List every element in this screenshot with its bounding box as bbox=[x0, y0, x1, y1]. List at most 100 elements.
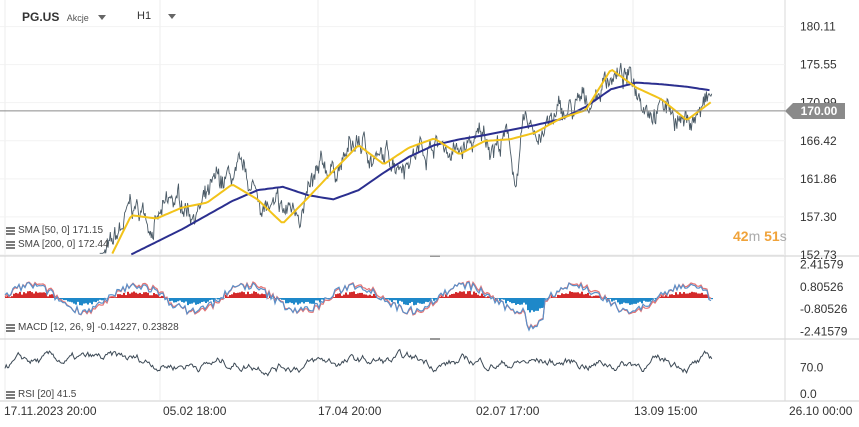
rsi-tick-label: 0.0 bbox=[800, 387, 817, 401]
macd-bar bbox=[61, 298, 63, 300]
macd-bar bbox=[623, 298, 625, 303]
rsi-line bbox=[4, 348, 713, 377]
macd-bar bbox=[33, 293, 35, 298]
macd-legend[interactable]: MACD [12, 26, 9] -0.14227, 0.23828 bbox=[6, 322, 179, 333]
macd-bar bbox=[471, 294, 473, 298]
macd-bar bbox=[697, 293, 699, 298]
macd-tick-label: -0.80526 bbox=[800, 302, 848, 316]
macd-bar bbox=[689, 292, 691, 298]
macd-bar bbox=[647, 298, 649, 302]
macd-bar bbox=[283, 298, 285, 300]
menu-icon bbox=[6, 390, 15, 399]
macd-bar bbox=[131, 292, 133, 298]
macd-bar bbox=[617, 298, 619, 303]
macd-bar bbox=[549, 297, 551, 299]
macd-bar bbox=[313, 298, 315, 304]
macd-bar bbox=[285, 298, 287, 304]
sma200-legend[interactable]: SMA [200, 0] 172.44 bbox=[6, 239, 109, 250]
macd-bar bbox=[379, 298, 381, 299]
macd-bar bbox=[7, 295, 9, 298]
macd-bar bbox=[297, 298, 299, 305]
macd-bar bbox=[319, 298, 321, 303]
macd-bar bbox=[247, 291, 249, 298]
macd-bar bbox=[35, 291, 37, 298]
macd-bar bbox=[175, 298, 177, 303]
macd-bar bbox=[527, 298, 529, 311]
macd-bar bbox=[23, 292, 25, 298]
macd-bar bbox=[111, 296, 113, 298]
rsi-legend[interactable]: RSI [20] 41.5 bbox=[6, 389, 76, 400]
macd-bar bbox=[73, 298, 75, 304]
macd-bar bbox=[185, 298, 187, 302]
macd-bar bbox=[475, 292, 477, 298]
macd-bar bbox=[279, 298, 281, 299]
asset-type-label: Akcje bbox=[66, 13, 89, 23]
symbol-selector[interactable]: PG.US Akcje bbox=[22, 10, 107, 24]
macd-bar bbox=[543, 298, 545, 308]
macd-bar bbox=[19, 291, 21, 298]
macd-bar bbox=[451, 293, 453, 298]
macd-bar bbox=[587, 292, 589, 298]
macd-bar bbox=[71, 298, 73, 303]
macd-bar bbox=[627, 298, 629, 304]
macd-bar bbox=[431, 298, 433, 299]
macd-bar bbox=[207, 298, 209, 302]
macd-bar bbox=[665, 295, 667, 298]
macd-bar bbox=[181, 298, 183, 302]
macd-bar bbox=[239, 292, 241, 298]
macd-bar bbox=[435, 298, 437, 300]
menu-icon bbox=[6, 240, 15, 249]
macd-bar bbox=[671, 294, 673, 298]
macd-tick-label: -2.41579 bbox=[800, 324, 848, 338]
macd-bar bbox=[529, 298, 531, 313]
macd-bar bbox=[497, 298, 499, 299]
macd-bar bbox=[649, 298, 651, 302]
macd-bar bbox=[15, 292, 17, 298]
macd-bar bbox=[469, 290, 471, 298]
macd-bar bbox=[367, 295, 369, 298]
sma50-legend[interactable]: SMA [50, 0] 171.15 bbox=[6, 225, 103, 236]
macd-bar bbox=[187, 298, 189, 306]
macd-bar bbox=[119, 294, 121, 298]
macd-bar bbox=[245, 294, 247, 298]
timeframe-selector[interactable]: H1 bbox=[137, 10, 177, 22]
macd-bar bbox=[525, 298, 527, 305]
macd-bar bbox=[121, 294, 123, 298]
macd-bar bbox=[701, 292, 703, 298]
sma50-legend-text: SMA [50, 0] 171.15 bbox=[18, 225, 104, 236]
macd-bar bbox=[677, 294, 679, 298]
macd-bar bbox=[295, 298, 297, 303]
macd-bar bbox=[127, 291, 129, 298]
macd-bar bbox=[167, 298, 169, 299]
macd-bar bbox=[75, 298, 77, 305]
macd-bar bbox=[103, 298, 105, 301]
macd-bar bbox=[621, 298, 623, 304]
price-tick-label: 152.73 bbox=[800, 248, 837, 262]
macd-bar bbox=[639, 298, 641, 302]
time-tick-label: 17.11.2023 20:00 bbox=[4, 404, 97, 418]
macd-bar bbox=[629, 298, 631, 305]
chevron-down-icon bbox=[98, 15, 107, 21]
panel-resize-handle bbox=[430, 255, 440, 257]
time-tick-label: 02.07 17:00 bbox=[476, 404, 540, 418]
macd-bar bbox=[395, 298, 397, 301]
macd-bar bbox=[179, 298, 181, 301]
macd-bar bbox=[533, 298, 535, 312]
macd-bar bbox=[679, 292, 681, 298]
macd-bar bbox=[513, 298, 515, 304]
countdown-minutes: 42 bbox=[733, 228, 749, 244]
panel-resize-handle bbox=[430, 338, 440, 340]
macd-bar bbox=[393, 298, 395, 301]
macd-bar bbox=[421, 298, 423, 304]
macd-bar bbox=[387, 298, 389, 300]
macd-bar bbox=[521, 298, 523, 305]
macd-bar bbox=[371, 295, 373, 298]
macd-bar bbox=[37, 292, 39, 298]
macd-bar bbox=[139, 292, 141, 298]
macd-bar bbox=[349, 292, 351, 298]
macd-bar bbox=[415, 298, 417, 305]
macd-bar bbox=[337, 293, 339, 298]
macd-bar bbox=[507, 298, 509, 301]
macd-line bbox=[4, 281, 712, 332]
